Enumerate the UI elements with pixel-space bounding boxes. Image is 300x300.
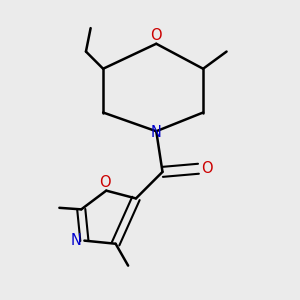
- Text: O: O: [201, 161, 213, 176]
- Text: O: O: [99, 175, 110, 190]
- Text: O: O: [150, 28, 162, 44]
- Text: N: N: [151, 125, 162, 140]
- Text: N: N: [70, 233, 81, 248]
